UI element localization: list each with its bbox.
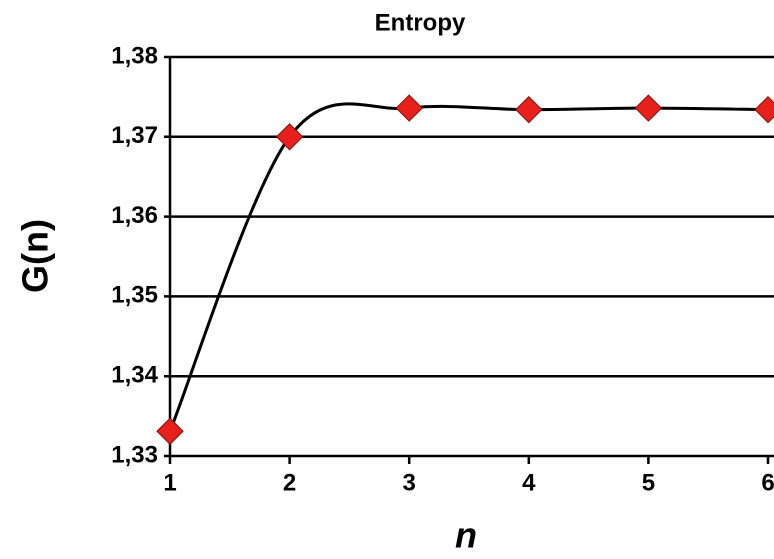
y-tick-label: 1,35 (111, 282, 158, 309)
marker (515, 95, 543, 124)
marker (754, 95, 774, 124)
y-axis-label: G(n) (15, 219, 56, 293)
y-tick-label: 1,33 (111, 441, 158, 468)
x-tick-label: 4 (522, 469, 536, 496)
y-tick-label: 1,36 (111, 202, 158, 229)
marker (395, 94, 423, 122)
curve (168, 102, 769, 432)
x-tick-label: 6 (761, 469, 774, 496)
y-tick-label: 1,34 (111, 362, 158, 389)
marker (634, 94, 663, 122)
x-axis-label: n (455, 515, 477, 556)
y-tick-label: 1,38 (111, 42, 158, 69)
x-tick-label: 3 (403, 469, 416, 496)
x-tick-label: 1 (163, 469, 176, 496)
x-tick-label: 2 (283, 469, 296, 496)
marker (275, 123, 304, 151)
x-tick-label: 5 (642, 469, 655, 496)
marker (156, 417, 184, 445)
y-tick-label: 1,37 (111, 122, 158, 149)
chart-title: Entropy (375, 9, 466, 36)
